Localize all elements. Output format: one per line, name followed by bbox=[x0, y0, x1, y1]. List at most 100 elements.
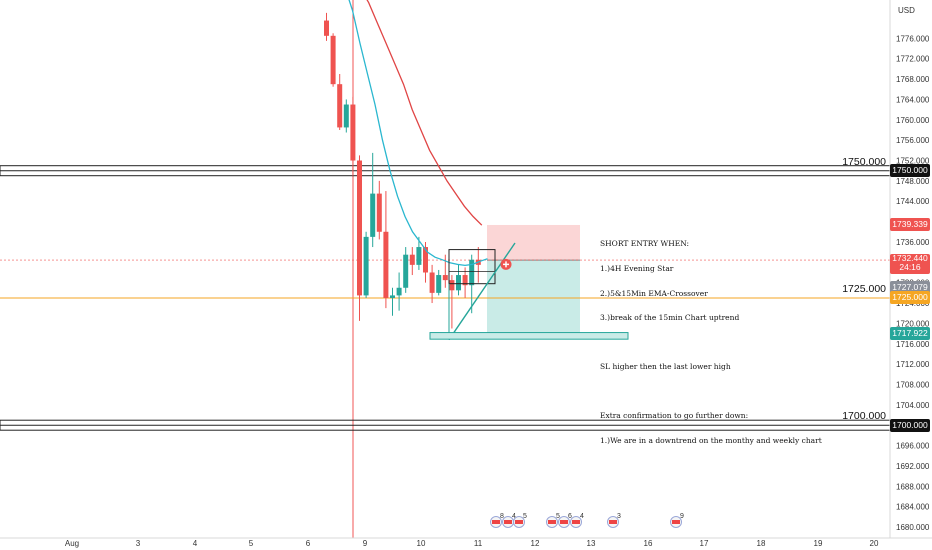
level-label: 1725.000 bbox=[842, 282, 886, 295]
y-tick-label: 1748.000 bbox=[896, 177, 930, 186]
y-tick-label: 1680.000 bbox=[896, 523, 930, 532]
event-count: 4 bbox=[580, 513, 584, 520]
y-tick-label: 1752.000 bbox=[896, 157, 930, 166]
ema-fast-line bbox=[348, 0, 488, 267]
candle-body bbox=[376, 193, 382, 232]
flag-stripe bbox=[504, 520, 512, 524]
candle-body bbox=[462, 275, 468, 286]
y-tick-label: 1692.000 bbox=[896, 462, 930, 471]
x-tick-label: 9 bbox=[363, 539, 368, 548]
price-badge: 1700.000 bbox=[890, 418, 930, 432]
trade-notes: SHORT ENTRY WHEN: 1.)4H Evening Star 2.)… bbox=[600, 224, 830, 453]
y-tick-label: 1744.000 bbox=[896, 197, 930, 206]
x-tick-label: 16 bbox=[644, 539, 653, 548]
candle-body bbox=[396, 287, 402, 296]
pattern-box bbox=[448, 249, 496, 285]
y-tick-label: 1712.000 bbox=[896, 360, 930, 369]
x-tick-label: 13 bbox=[587, 539, 596, 548]
note-line: 2.)5&15Min EMA-Crossover bbox=[600, 288, 708, 298]
event-count: 8 bbox=[500, 513, 504, 520]
price-badge: 1727.079 bbox=[890, 280, 930, 294]
flag-stripe bbox=[515, 520, 523, 524]
price-badge: 1739.339 bbox=[890, 218, 930, 232]
y-tick-label: 1736.000 bbox=[896, 238, 930, 247]
candle-body bbox=[357, 160, 362, 296]
x-tick-label: 6 bbox=[306, 539, 311, 548]
candle-body bbox=[324, 20, 329, 36]
price-badge: 1717.922 bbox=[890, 327, 930, 341]
flag-stripe bbox=[548, 520, 556, 524]
event-count: 9 bbox=[680, 513, 684, 520]
level-label: 1750.000 bbox=[842, 155, 886, 168]
candle-body bbox=[449, 280, 455, 291]
candle-body bbox=[469, 259, 475, 286]
flag-stripe bbox=[672, 520, 680, 524]
y-tick-label: 1764.000 bbox=[896, 95, 930, 104]
candle-body bbox=[442, 275, 448, 281]
position-zones bbox=[487, 224, 580, 334]
note-line: SL higher then the last lower high bbox=[600, 362, 731, 372]
x-tick-label: 11 bbox=[474, 539, 483, 548]
x-tick-label: 3 bbox=[136, 539, 141, 548]
ema-lines bbox=[348, 0, 488, 267]
note-line: 1.)We are in a downtrend on the monthy a… bbox=[600, 435, 822, 445]
y-tick-label: 1684.000 bbox=[896, 503, 930, 512]
level-label: 1700.000 bbox=[842, 410, 886, 423]
y-tick-label: 1720.000 bbox=[896, 319, 930, 328]
y-tick-label: 1760.000 bbox=[896, 116, 930, 125]
y-tick-label: 1716.000 bbox=[896, 340, 930, 349]
event-count: 5 bbox=[523, 513, 527, 520]
price-badge: 1732.440 24:16 bbox=[890, 253, 930, 274]
candle-body bbox=[423, 247, 428, 273]
note-line: Extra confirmation to go further down: bbox=[600, 411, 749, 421]
candle-body bbox=[409, 254, 415, 265]
x-tick-label: 4 bbox=[193, 539, 198, 548]
candle-body bbox=[337, 84, 343, 128]
flag-stripe bbox=[492, 520, 500, 524]
candle-body bbox=[370, 193, 376, 237]
x-tick-label: 20 bbox=[870, 539, 879, 548]
price-badge: 1750.000 bbox=[890, 164, 930, 178]
ema-slow-line bbox=[366, 0, 483, 226]
x-tick-label: 17 bbox=[700, 539, 709, 548]
flag-stripe bbox=[572, 520, 580, 524]
y-tick-label: 1688.000 bbox=[896, 482, 930, 491]
candle-body bbox=[350, 104, 356, 161]
y-tick-label: 1776.000 bbox=[896, 34, 930, 43]
candle-body bbox=[363, 236, 369, 296]
candle-body bbox=[390, 295, 395, 298]
y-tick-label: 1772.000 bbox=[896, 55, 930, 64]
event-count: 6 bbox=[568, 513, 572, 520]
candle-body bbox=[343, 104, 349, 128]
note-line: SHORT ENTRY WHEN: bbox=[600, 239, 690, 249]
y-tick-label: 1756.000 bbox=[896, 136, 930, 145]
flag-stripe bbox=[560, 520, 568, 524]
uptrend-line bbox=[448, 242, 516, 341]
candle-body bbox=[456, 275, 461, 291]
countdown-label: 24:16 bbox=[899, 261, 921, 272]
candles-layer bbox=[324, 12, 481, 329]
note-line: 1.)4H Evening Star bbox=[600, 264, 674, 274]
x-tick-label: 18 bbox=[757, 539, 766, 548]
y-tick-label: 1768.000 bbox=[896, 75, 930, 84]
candle-body bbox=[330, 35, 336, 85]
event-count: 4 bbox=[512, 513, 516, 520]
take-profit-zone bbox=[487, 260, 580, 334]
candle-body bbox=[429, 272, 435, 293]
y-tick-label: 1696.000 bbox=[896, 442, 930, 451]
x-tick-label: 10 bbox=[417, 539, 426, 548]
x-tick-label: 5 bbox=[249, 539, 254, 548]
event-count: 3 bbox=[617, 513, 621, 520]
x-tick-label: Aug bbox=[65, 539, 79, 548]
x-tick-label: 19 bbox=[814, 539, 823, 548]
flag-stripe bbox=[609, 520, 617, 524]
drawings-layer bbox=[429, 242, 629, 341]
currency-label: USD bbox=[898, 6, 915, 15]
y-tick-label: 1708.000 bbox=[896, 380, 930, 389]
stop-loss-zone bbox=[487, 224, 580, 261]
candle-body bbox=[383, 231, 389, 298]
x-tick-label: 12 bbox=[531, 539, 540, 548]
target-rect bbox=[429, 332, 629, 340]
candle-body bbox=[403, 254, 409, 288]
